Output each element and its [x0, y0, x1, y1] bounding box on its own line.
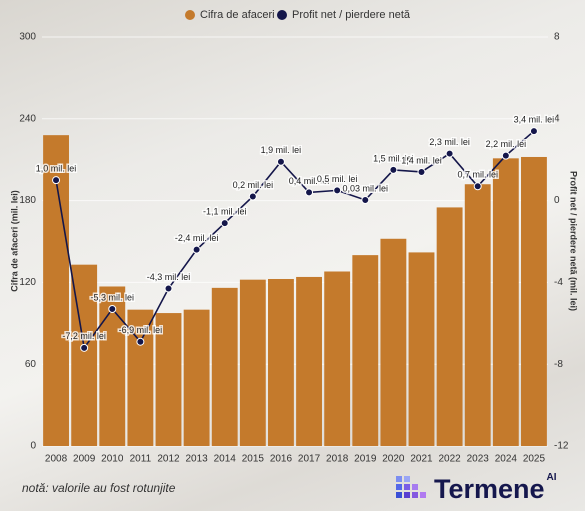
brand-logo: Termene AI	[394, 472, 557, 506]
data-label: -6,9 mil. lei	[119, 325, 163, 335]
y2-tick-label: 8	[554, 32, 560, 43]
x-tick-label: 2023	[467, 454, 490, 465]
x-tick-label: 2020	[382, 454, 405, 465]
bar	[352, 255, 379, 446]
data-label: 1,9 mil. lei	[261, 145, 302, 155]
line-point	[164, 284, 173, 293]
x-tick-label: 2021	[410, 454, 433, 465]
line-point	[417, 167, 426, 176]
line-point	[192, 245, 201, 254]
data-label: 0,7 mil. lei	[457, 170, 498, 180]
bar	[408, 252, 435, 446]
line-point	[361, 195, 370, 204]
line-point	[389, 165, 398, 174]
x-tick-label: 2016	[270, 454, 293, 465]
data-label: -5,3 mil. lei	[91, 292, 135, 302]
line-point	[248, 192, 257, 201]
bar	[99, 286, 126, 446]
y-tick-label: 300	[19, 32, 36, 43]
line-point	[305, 188, 314, 197]
x-tick-label: 2010	[101, 454, 124, 465]
line-point	[220, 219, 229, 228]
line-point	[445, 149, 454, 158]
data-label: 1,5 mil. lei	[373, 153, 414, 163]
x-tick-label: 2017	[298, 454, 321, 465]
x-tick-label: 2019	[354, 454, 377, 465]
bar	[521, 156, 547, 446]
y2-tick-label: -8	[554, 359, 563, 370]
y2-axis-label: Profit net / pierdere netă (mil. lei)	[569, 171, 579, 311]
y2-tick-label: -12	[554, 441, 569, 452]
x-tick-label: 2013	[185, 454, 208, 465]
y-tick-label: 240	[19, 113, 36, 124]
x-tick-label: 2014	[214, 454, 237, 465]
chart: Cifra de afaceri (mil. lei) Profit net /…	[9, 9, 579, 465]
y2-tick-label: 4	[554, 113, 560, 124]
bar	[380, 238, 407, 446]
x-tick-label: 2025	[523, 454, 546, 465]
data-label: -7,2 mil. lei	[62, 331, 106, 341]
bar	[183, 309, 210, 446]
brand-name: Termene	[434, 474, 545, 504]
data-label: 1,0 mil. lei	[36, 164, 77, 174]
line-point	[52, 176, 61, 185]
data-label: 0,5 mil. lei	[317, 174, 358, 184]
logo-icon	[396, 476, 426, 498]
y-axis-label: Cifra de afaceri (mil. lei)	[9, 190, 19, 292]
x-tick-label: 2024	[495, 454, 518, 465]
bar	[268, 278, 294, 446]
data-label: -2,4 mil. lei	[175, 233, 219, 243]
bar	[492, 158, 519, 446]
line-point	[529, 127, 538, 136]
legend-label: Cifra de afaceri	[200, 9, 275, 21]
bar	[211, 287, 238, 446]
y-tick-label: 180	[19, 195, 36, 206]
x-tick-label: 2018	[326, 454, 349, 465]
x-tick-label: 2015	[242, 454, 265, 465]
data-label: 0,03 mil. lei	[343, 183, 389, 193]
bar	[324, 271, 351, 446]
note: notă: valorile au fost rotunjite	[22, 481, 176, 495]
data-label: 0,4 mil. lei	[289, 176, 330, 186]
y-tick-label: 120	[19, 277, 36, 288]
legend-marker	[277, 10, 287, 20]
line-point	[80, 343, 89, 352]
line-point	[276, 157, 285, 166]
bar	[43, 135, 69, 446]
data-label: -1,1 mil. lei	[203, 206, 247, 216]
legend-label: Profit net / pierdere netă	[292, 9, 411, 21]
line-point	[501, 151, 510, 160]
legend-marker	[185, 10, 195, 20]
y-tick-label: 60	[25, 359, 37, 370]
x-tick-label: 2011	[130, 454, 152, 465]
x-tick-label: 2022	[438, 454, 461, 465]
data-label: 2,2 mil. lei	[486, 139, 527, 149]
line-point	[473, 182, 482, 191]
data-label: 0,2 mil. lei	[233, 180, 274, 190]
data-label: 2,3 mil. lei	[429, 137, 470, 147]
bar	[296, 276, 322, 446]
bar	[464, 184, 491, 447]
data-label: 1,4 mil. lei	[401, 155, 442, 165]
x-tick-label: 2012	[157, 454, 180, 465]
brand-suffix: AI	[546, 472, 557, 483]
bar	[155, 313, 182, 446]
x-tick-label: 2008	[45, 454, 68, 465]
bar	[436, 207, 463, 446]
line	[55, 130, 535, 350]
line-point	[108, 304, 117, 313]
line-point	[136, 337, 145, 346]
y2-tick-label: -4	[554, 277, 563, 288]
y-tick-label: 0	[30, 441, 36, 452]
line-point	[333, 186, 342, 195]
data-label: 3,4 mil. lei	[514, 114, 555, 124]
x-tick-label: 2009	[73, 454, 96, 465]
bar	[239, 279, 266, 446]
data-label: -4,3 mil. lei	[147, 272, 191, 282]
y2-tick-label: 0	[554, 195, 560, 206]
